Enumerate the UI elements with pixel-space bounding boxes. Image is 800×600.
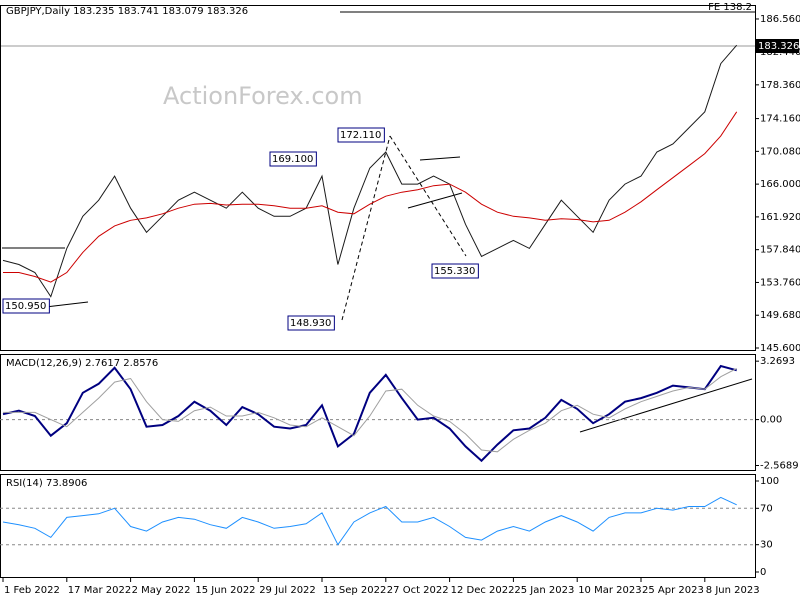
trendline: [341, 135, 391, 321]
y-tick-label: 174.160: [760, 114, 800, 125]
price-label: 155.330: [434, 266, 475, 277]
y-tick-label: 153.760: [760, 277, 800, 288]
trendline: [389, 135, 467, 257]
price-label-box: [431, 263, 479, 279]
x-tick-label: 17 Mar 2022: [68, 585, 131, 596]
price-label-box: [287, 315, 335, 331]
panel-frame: [0, 5, 756, 351]
x-tick-label: 15 Jun 2022: [195, 585, 255, 596]
x-tick-label: 10 Mar 2023: [578, 585, 641, 596]
y-tick-label: 70: [760, 503, 773, 514]
series-line: [2, 364, 737, 463]
x-tick-label: 12 Dec 2022: [451, 585, 515, 596]
y-tick-label: 186.560: [760, 14, 800, 25]
x-tick-label: 25 Apr 2023: [642, 585, 704, 596]
trendline: [579, 378, 753, 433]
y-tick-label: 3.2693: [760, 356, 795, 367]
y-tick-label: -2.5689: [760, 461, 799, 472]
price-label-box: [269, 151, 317, 167]
drawings: [0, 11, 755, 433]
x-tick-label: 8 Jun 2023: [706, 585, 760, 596]
x-tick-label: 25 Jan 2023: [514, 585, 574, 596]
price-label: 150.950: [5, 301, 46, 312]
y-tick-label: 161.920: [760, 212, 800, 223]
x-tick-label: 2 May 2022: [132, 585, 191, 596]
y-tick-label: 0: [760, 567, 766, 578]
panel-frame: [0, 354, 756, 471]
x-tick-label: 13 Sep 2022: [323, 585, 386, 596]
y-tick-label: 30: [760, 540, 773, 551]
x-tick-label: 29 Jul 2022: [259, 585, 316, 596]
y-tick-label: 157.840: [760, 245, 800, 256]
price-label: 169.100: [272, 154, 313, 165]
channel-line: [407, 192, 463, 209]
series-line: [3, 111, 738, 283]
chart-title: GBPJPY,Daily 183.235 183.741 183.079 183…: [6, 6, 248, 17]
fe-label: FE 138.2: [708, 2, 752, 13]
series-line: [2, 44, 738, 298]
y-tick-label: 100: [760, 476, 779, 487]
price-label-box: [337, 127, 385, 143]
price-label: 172.110: [340, 130, 381, 141]
panel-title: MACD(12,26,9) 2.7617 2.8576: [6, 358, 158, 369]
x-tick-label: 27 Oct 2022: [387, 585, 449, 596]
price-label-box: [2, 298, 50, 314]
panel-title: RSI(14) 73.8906: [6, 478, 87, 489]
y-tick-label: 166.000: [760, 179, 800, 190]
y-tick-label: 145.600: [760, 343, 800, 354]
series-line: [3, 368, 737, 453]
price-label: 148.930: [290, 318, 331, 329]
channel-line: [419, 156, 461, 161]
y-tick-label: 0.00: [760, 415, 782, 426]
y-tick-label: 149.680: [760, 310, 800, 321]
y-tick-label: 170.080: [760, 146, 800, 157]
series-line: [2, 496, 737, 546]
x-tick-label: 1 Feb 2022: [4, 585, 60, 596]
last-price-box: [756, 39, 799, 53]
last-price-label: 183.326: [758, 41, 799, 52]
watermark: ActionForex.com: [163, 82, 363, 110]
panel-frame: [0, 474, 756, 578]
y-tick-label: 178.360: [760, 80, 800, 91]
